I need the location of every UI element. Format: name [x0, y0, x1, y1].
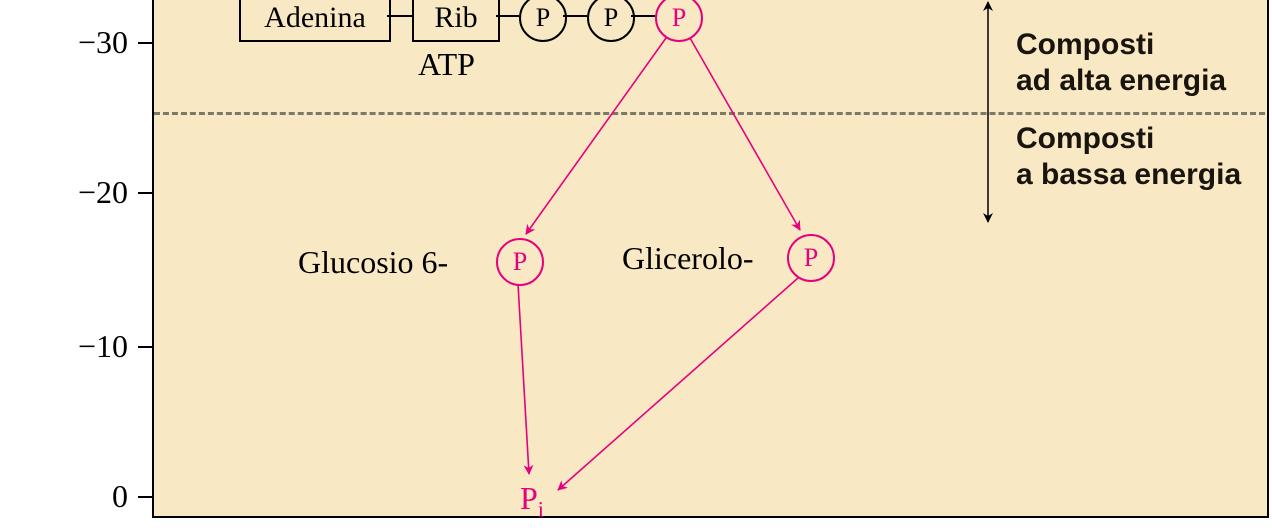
y-axis-line [152, 0, 154, 514]
pi-p: P [520, 480, 538, 516]
glycerol-p: P [787, 234, 835, 282]
glycerol-label: Glicerolo- [622, 240, 754, 277]
glucose-p-label: P [513, 247, 527, 277]
ytick-mark-1 [138, 192, 152, 194]
adenina-box: Adenina [239, 0, 391, 42]
conn-3 [631, 15, 655, 17]
atp-p3-label: P [672, 3, 686, 33]
glucose-p: P [496, 238, 544, 286]
ytick-2: −10 [38, 328, 128, 365]
pi-label: Pi [520, 480, 544, 522]
low-energy-label-1: Composti [1016, 122, 1154, 156]
ytick-mark-3 [138, 496, 152, 498]
pi-sub: i [538, 496, 544, 521]
glucose-label: Glucosio 6- [298, 244, 448, 281]
atp-p2-label: P [604, 3, 618, 33]
adenina-label: Adenina [264, 1, 366, 35]
ytick-mark-0 [138, 42, 152, 44]
high-energy-label-1: Composti [1016, 28, 1154, 62]
ytick-0: −30 [38, 24, 128, 61]
conn-1 [496, 15, 519, 17]
atp-p1-label: P [536, 3, 550, 33]
ytick-1: −20 [38, 174, 128, 211]
ytick-3: 0 [38, 478, 128, 515]
conn-2 [563, 15, 587, 17]
ytick-mark-2 [138, 346, 152, 348]
rib-label: Rib [434, 1, 477, 35]
conn-0 [387, 15, 412, 17]
low-energy-label-2: a bassa energia [1016, 158, 1241, 192]
glycerol-p-label: P [804, 243, 818, 273]
high-energy-label-2: ad alta energia [1016, 64, 1226, 98]
atp-label: ATP [418, 46, 475, 83]
rib-box: Rib [412, 0, 500, 42]
energy-divider [154, 112, 1265, 115]
